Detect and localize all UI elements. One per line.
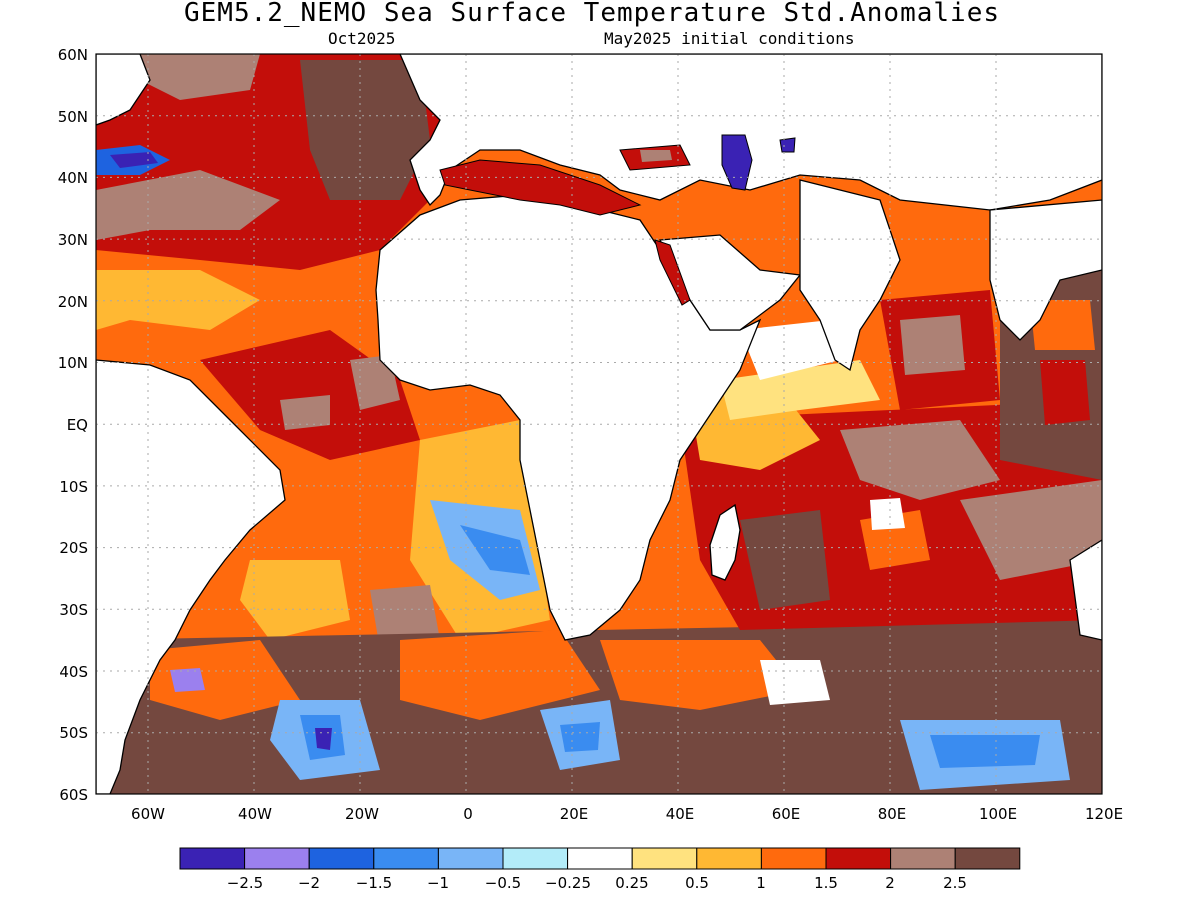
colorbar-tick-label: 2 — [885, 874, 895, 892]
colorbar-swatch — [244, 847, 310, 870]
lat-label: 10N — [58, 354, 88, 372]
colorbar-tick-label: −0.5 — [485, 874, 521, 892]
grid-lines — [96, 54, 1102, 794]
land-masses — [96, 54, 1102, 794]
colorbar-tick-label: 0.5 — [685, 874, 709, 892]
lat-label: 20S — [59, 539, 88, 557]
colorbar-swatch — [179, 847, 246, 870]
colorbar-tick-label: −1.5 — [356, 874, 392, 892]
colorbar-swatch — [437, 847, 504, 870]
lon-label: 40W — [238, 805, 272, 823]
colorbar-tick-label: 1.5 — [814, 874, 838, 892]
colorbar-labels: −2.5 −2 −1.5 −1 −0.5 −0.25 0.25 0.5 1 1.… — [227, 874, 967, 892]
caspian-sea-anomaly — [721, 134, 753, 191]
lat-label: 50S — [59, 724, 88, 742]
lon-label: 20E — [560, 805, 589, 823]
colorbar-swatch — [567, 847, 633, 870]
colorbar-tick-label: 1 — [756, 874, 766, 892]
lon-label: 60W — [131, 805, 165, 823]
colorbar-swatch — [308, 847, 375, 870]
lon-label: 20W — [345, 805, 379, 823]
colorbar-tick-label: −0.25 — [545, 874, 591, 892]
lat-label: 60N — [58, 46, 88, 64]
lat-label: 30S — [59, 601, 88, 619]
colorbar — [179, 847, 1021, 870]
lat-label: 40N — [58, 169, 88, 187]
colorbar-swatch — [631, 847, 698, 870]
lat-label: 20N — [58, 293, 88, 311]
lon-label: 100E — [979, 805, 1017, 823]
colorbar-tick-label: −1 — [427, 874, 449, 892]
lat-label: 60S — [59, 786, 88, 804]
colorbar-swatch — [373, 847, 439, 870]
lat-label: EQ — [67, 416, 88, 434]
lon-label: 80E — [878, 805, 907, 823]
map-frame — [95, 53, 1103, 795]
lat-label: 30N — [58, 231, 88, 249]
lat-label: 40S — [59, 663, 88, 681]
colorbar-swatch — [760, 847, 827, 870]
colorbar-swatch — [954, 847, 1021, 870]
latitude-labels: 60N 50N 40N 30N 20N 10N EQ 10S 20S 30S 4… — [58, 46, 88, 804]
colorbar-swatch — [502, 847, 569, 870]
lon-label: 0 — [463, 805, 473, 823]
initial-conditions-label: May2025 initial conditions — [604, 29, 855, 48]
lon-label: 120E — [1085, 805, 1123, 823]
lat-label: 10S — [59, 478, 88, 496]
map-title: GEM5.2_NEMO Sea Surface Temperature Std.… — [183, 0, 1000, 28]
colorbar-swatch — [825, 847, 892, 870]
lat-label: 50N — [58, 108, 88, 126]
red-sea-anomaly — [654, 239, 691, 306]
colorbar-swatch — [890, 847, 956, 870]
mediterranean-sea-anomaly — [439, 159, 642, 216]
colorbar-tick-label: −2.5 — [227, 874, 263, 892]
colorbar-tick-label: −2 — [298, 874, 320, 892]
colorbar-tick-label: 0.25 — [615, 874, 648, 892]
lon-label: 40E — [666, 805, 695, 823]
forecast-month: Oct2025 — [328, 29, 396, 48]
lon-label: 60E — [772, 805, 801, 823]
colorbar-swatch — [696, 847, 762, 870]
longitude-labels: 60W 40W 20W 0 20E 40E 60E 80E 100E 120E — [131, 805, 1123, 823]
colorbar-tick-label: 2.5 — [943, 874, 967, 892]
